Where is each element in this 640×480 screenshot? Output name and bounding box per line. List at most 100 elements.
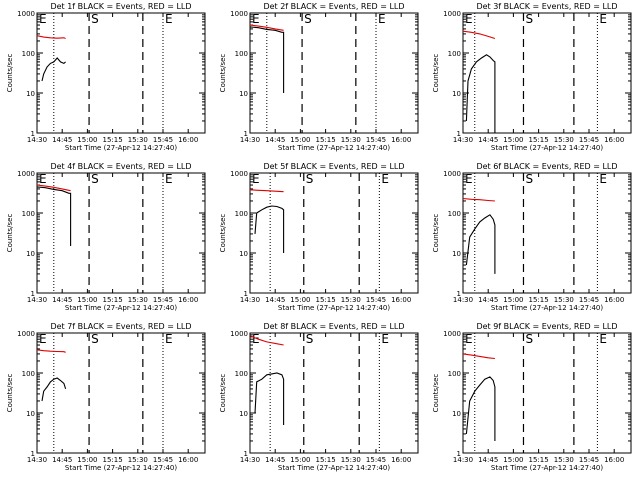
plot-frame	[36, 332, 206, 454]
plot-frame	[36, 172, 206, 294]
y-tick-label: 1000	[230, 170, 248, 178]
x-tick-label: 15:00	[290, 296, 310, 304]
y-tick-label: 1000	[230, 10, 248, 18]
x-axis-label: Start Time (27-Apr-12 14:27:40)	[491, 144, 603, 152]
y-tick-label: 10	[239, 90, 248, 98]
marker-label-s: S	[91, 172, 99, 186]
y-axis-label: Counts/sec	[6, 374, 14, 413]
x-tick-label: 14:45	[265, 456, 285, 464]
x-tick-label: 15:15	[103, 296, 123, 304]
x-tick-label: 15:45	[366, 296, 386, 304]
y-tick-label: 1	[244, 130, 248, 138]
y-tick-label: 10	[452, 410, 461, 418]
y-tick-label: 10	[26, 250, 35, 258]
marker-label-e: E	[252, 172, 260, 186]
series-events-line	[465, 54, 496, 133]
series-events-line	[254, 205, 285, 253]
x-tick-label: 15:15	[529, 136, 549, 144]
x-axis-label: Start Time (27-Apr-12 14:27:40)	[491, 464, 603, 472]
y-tick-label: 100	[235, 50, 248, 58]
y-axis-label: Counts/sec	[6, 214, 14, 253]
x-tick-label: 15:30	[554, 456, 574, 464]
x-tick-label: 15:00	[503, 136, 523, 144]
x-tick-label: 16:00	[391, 296, 411, 304]
series-lld-line	[249, 335, 284, 346]
x-tick-label: 15:30	[128, 136, 148, 144]
series-events-line	[249, 26, 285, 93]
y-tick-label: 1000	[443, 10, 461, 18]
marker-label-e: E	[378, 12, 386, 26]
x-tick-label: 15:30	[341, 456, 361, 464]
plot-frame	[36, 12, 206, 134]
marker-label-s: S	[525, 172, 533, 186]
y-tick-label: 100	[22, 370, 35, 378]
x-tick-label: 14:30	[240, 456, 260, 464]
x-tick-label: 14:30	[240, 296, 260, 304]
x-tick-label: 15:15	[316, 136, 336, 144]
x-tick-label: 14:30	[240, 136, 260, 144]
x-tick-label: 15:30	[128, 296, 148, 304]
x-tick-label: 16:00	[391, 136, 411, 144]
y-tick-label: 100	[235, 210, 248, 218]
panel-title: Det 5f BLACK = Events, RED = LLD	[263, 162, 404, 171]
marker-label-e: E	[465, 172, 473, 186]
x-tick-label: 14:30	[27, 456, 47, 464]
y-tick-label: 1	[457, 450, 461, 458]
x-axis-label: Start Time (27-Apr-12 14:27:40)	[278, 464, 390, 472]
marker-label-s: S	[525, 332, 533, 346]
marker-label-s: S	[91, 12, 99, 26]
x-tick-label: 14:30	[453, 136, 473, 144]
plot-frame	[462, 12, 632, 134]
marker-label-e: E	[252, 332, 260, 346]
y-tick-label: 100	[235, 370, 248, 378]
marker-label-e: E	[599, 172, 607, 186]
y-tick-label: 1	[244, 450, 248, 458]
x-axis-label: Start Time (27-Apr-12 14:27:40)	[278, 304, 390, 312]
y-tick-label: 1000	[443, 170, 461, 178]
panel-title: Det 3f BLACK = Events, RED = LLD	[476, 2, 617, 11]
series-lld-line	[36, 349, 66, 353]
x-tick-label: 15:00	[290, 456, 310, 464]
x-tick-label: 14:30	[27, 136, 47, 144]
y-tick-label: 100	[22, 50, 35, 58]
y-tick-label: 10	[239, 410, 248, 418]
series-lld-line	[249, 189, 284, 193]
series-lld-line	[36, 35, 66, 40]
x-tick-label: 15:00	[503, 296, 523, 304]
marker-label-e: E	[39, 332, 47, 346]
y-axis-label: Counts/sec	[219, 374, 227, 413]
y-tick-label: 1	[31, 450, 35, 458]
plot-frame	[249, 172, 419, 294]
series-events-line	[41, 377, 67, 402]
x-tick-label: 16:00	[178, 456, 198, 464]
x-tick-label: 16:00	[604, 136, 624, 144]
marker-label-s: S	[91, 332, 99, 346]
marker-label-s: S	[525, 12, 533, 26]
plot-frame	[249, 12, 419, 134]
x-tick-label: 15:15	[103, 456, 123, 464]
marker-label-s: S	[306, 332, 314, 346]
y-tick-label: 100	[448, 50, 461, 58]
x-tick-label: 15:30	[554, 296, 574, 304]
x-tick-label: 14:45	[52, 136, 72, 144]
marker-label-s: S	[306, 172, 314, 186]
x-tick-label: 15:30	[128, 456, 148, 464]
y-tick-label: 1	[244, 290, 248, 298]
marker-label-s: S	[304, 12, 312, 26]
x-axis-label: Start Time (27-Apr-12 14:27:40)	[65, 304, 177, 312]
series-events-line	[254, 372, 285, 425]
y-tick-label: 10	[26, 90, 35, 98]
y-tick-label: 1000	[17, 330, 35, 338]
x-tick-label: 15:00	[77, 456, 97, 464]
y-tick-label: 1	[31, 290, 35, 298]
x-tick-label: 14:45	[52, 456, 72, 464]
series-lld-line	[36, 184, 71, 192]
y-tick-label: 1000	[17, 170, 35, 178]
x-tick-label: 14:45	[265, 136, 285, 144]
plot-frame	[462, 172, 632, 294]
panel-title: Det 2f BLACK = Events, RED = LLD	[263, 2, 404, 11]
